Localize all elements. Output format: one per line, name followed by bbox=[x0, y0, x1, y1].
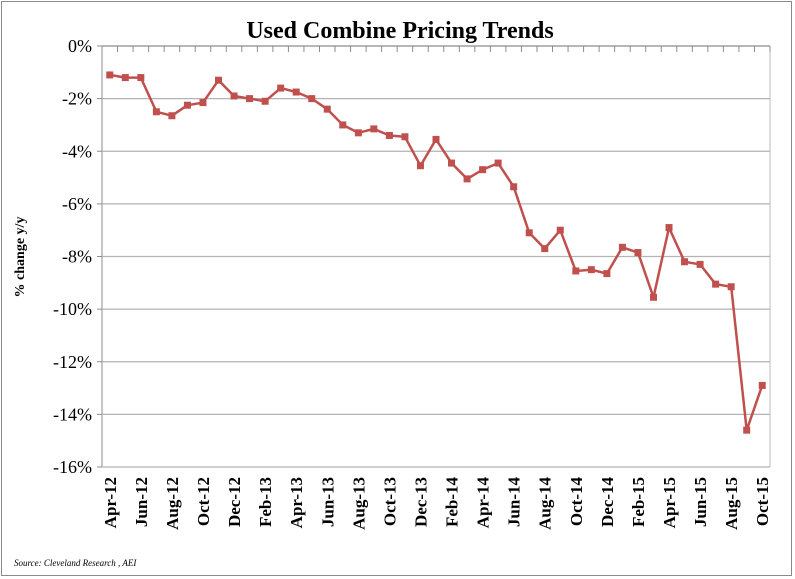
data-point bbox=[152, 108, 160, 116]
y-tick-label: -14% bbox=[53, 404, 92, 424]
data-point bbox=[463, 175, 471, 183]
data-point bbox=[215, 76, 223, 84]
x-tick-label: Jun-12 bbox=[132, 477, 151, 527]
x-tick-label: Jun-14 bbox=[505, 477, 524, 528]
data-point bbox=[448, 159, 456, 167]
y-tick-label: -10% bbox=[53, 299, 92, 319]
y-tick-label: -16% bbox=[53, 457, 92, 477]
x-tick-label: Aug-13 bbox=[349, 477, 368, 530]
x-tick-label: Oct-12 bbox=[194, 477, 213, 526]
x-tick-label: Feb-14 bbox=[443, 477, 462, 528]
y-tick-label: -12% bbox=[53, 352, 92, 372]
data-point bbox=[401, 133, 409, 141]
x-tick-label: Dec-14 bbox=[598, 477, 617, 528]
data-point bbox=[199, 99, 207, 107]
data-point bbox=[634, 249, 642, 257]
data-point bbox=[137, 74, 145, 82]
data-point bbox=[385, 131, 393, 139]
data-point bbox=[743, 426, 751, 434]
data-point bbox=[681, 258, 689, 266]
data-point bbox=[416, 162, 424, 170]
data-point bbox=[323, 105, 331, 113]
x-tick-label: Aug-14 bbox=[536, 477, 555, 530]
y-tick-label: 0% bbox=[68, 36, 92, 56]
x-tick-label: Dec-12 bbox=[225, 477, 244, 527]
data-point bbox=[308, 95, 316, 103]
data-point bbox=[556, 226, 564, 234]
x-tick-label: Dec-13 bbox=[411, 477, 430, 527]
data-point bbox=[479, 166, 487, 174]
chart-title: Used Combine Pricing Trends bbox=[246, 18, 553, 44]
data-point bbox=[603, 270, 611, 278]
y-tick-label: -8% bbox=[62, 247, 92, 267]
y-axis-label: % change y/y bbox=[13, 217, 28, 298]
x-tick-label: Apr-14 bbox=[474, 477, 493, 529]
data-point bbox=[106, 71, 114, 79]
data-point bbox=[494, 159, 502, 167]
data-point bbox=[712, 280, 720, 288]
y-tick-label: -6% bbox=[62, 194, 92, 214]
data-point bbox=[696, 260, 704, 268]
data-point bbox=[618, 243, 626, 251]
data-point bbox=[354, 129, 362, 137]
series-line bbox=[109, 73, 764, 432]
data-point bbox=[587, 266, 595, 274]
x-tick-label: Apr-15 bbox=[660, 477, 679, 528]
data-point bbox=[525, 229, 533, 237]
x-tick-label: Aug-15 bbox=[722, 477, 741, 530]
x-tick-label: Oct-14 bbox=[567, 477, 586, 527]
data-point bbox=[230, 92, 238, 100]
data-point bbox=[541, 245, 549, 253]
data-point bbox=[246, 95, 254, 103]
data-point bbox=[510, 183, 518, 191]
data-point bbox=[432, 135, 440, 143]
data-point bbox=[183, 101, 191, 109]
source-note: Source: Cleveland Research , AEI bbox=[14, 558, 137, 568]
x-tick-label: Apr-13 bbox=[287, 477, 306, 528]
data-point bbox=[168, 112, 176, 120]
x-tick-label: Apr-12 bbox=[101, 477, 120, 528]
x-tick-label: Feb-13 bbox=[256, 477, 275, 527]
data-point bbox=[727, 283, 735, 291]
data-point bbox=[665, 224, 673, 232]
x-tick-label: Aug-12 bbox=[163, 477, 182, 530]
y-tick-label: -4% bbox=[62, 141, 92, 161]
y-tick-label: -2% bbox=[62, 89, 92, 109]
data-point bbox=[649, 293, 657, 301]
data-point bbox=[758, 381, 766, 389]
x-tick-label: Jun-15 bbox=[691, 477, 710, 527]
data-point bbox=[277, 84, 285, 92]
x-tick-label: Oct-15 bbox=[753, 477, 772, 526]
data-point bbox=[261, 97, 269, 105]
x-tick-label: Jun-13 bbox=[318, 477, 337, 527]
data-point bbox=[121, 74, 129, 82]
data-point bbox=[572, 267, 580, 275]
x-tick-label: Oct-13 bbox=[380, 477, 399, 526]
data-point bbox=[339, 121, 347, 129]
x-tick-label: Feb-15 bbox=[629, 477, 648, 527]
data-point bbox=[370, 125, 378, 133]
data-point bbox=[292, 88, 300, 96]
